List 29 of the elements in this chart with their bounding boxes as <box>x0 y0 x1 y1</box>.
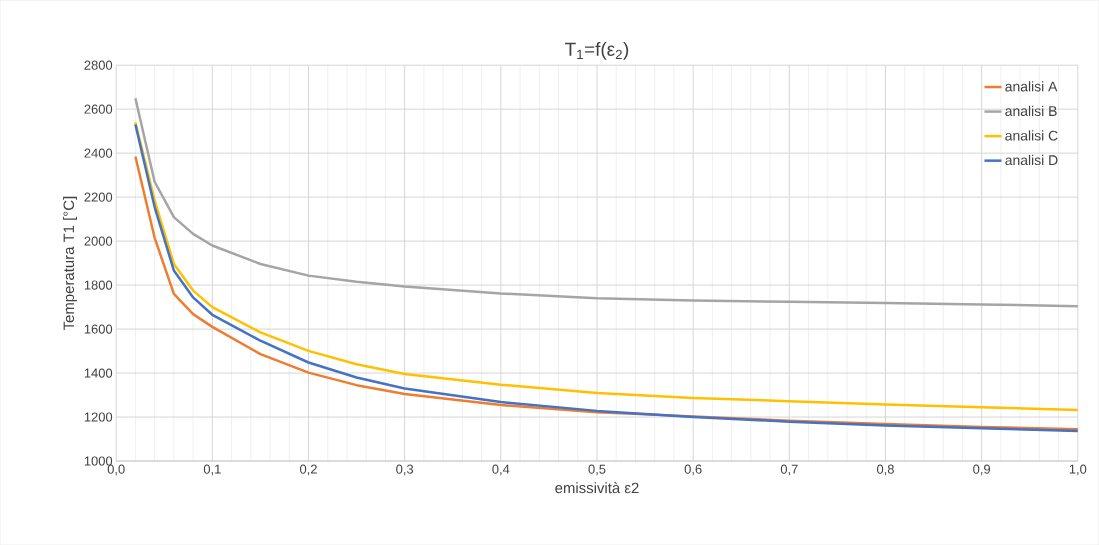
y-tick-label: 1200 <box>84 412 113 422</box>
line-series <box>134 96 1080 308</box>
legend-label: analisi A <box>1005 81 1058 92</box>
x-tick-label: 0,8 <box>876 464 894 476</box>
chart-title: T$_{1}$=f(ε$_{2}$) <box>565 41 629 60</box>
y-tick-label: 2400 <box>84 148 113 158</box>
x-tick-label: 0,3 <box>396 464 414 476</box>
x-tick-label: 1,0 <box>1069 464 1087 476</box>
x-tick-label: 0,1 <box>203 464 221 476</box>
y-tick-label: 2600 <box>84 104 113 114</box>
legend-label: analisi C <box>1005 130 1058 141</box>
y-tick-label: 2000 <box>84 236 113 246</box>
x-tick-label: 0,2 <box>300 464 317 476</box>
y-axis-title: Temperatura T1 [°C] <box>63 196 77 331</box>
legend-label: analisi D <box>1005 154 1058 166</box>
x-axis-title: emissività ε2 <box>555 481 639 494</box>
y-tick-label: 2800 <box>84 60 113 70</box>
y-tick-label: 2200 <box>84 192 113 202</box>
x-tick-label: 0,4 <box>492 464 510 476</box>
y-tick-label: 1400 <box>84 368 113 378</box>
y-tick-label: 1800 <box>84 280 113 290</box>
x-tick-label: 0,6 <box>684 464 702 476</box>
x-tick-label: 0,7 <box>780 464 798 476</box>
x-tick-label: 0,0 <box>107 464 125 476</box>
x-tick-label: 0,9 <box>973 464 991 476</box>
legend-label: analisi B <box>1005 105 1057 116</box>
y-tick-label: 1000 <box>84 456 113 466</box>
x-tick-label: 0,5 <box>588 464 606 476</box>
y-tick-label: 1600 <box>84 324 113 334</box>
